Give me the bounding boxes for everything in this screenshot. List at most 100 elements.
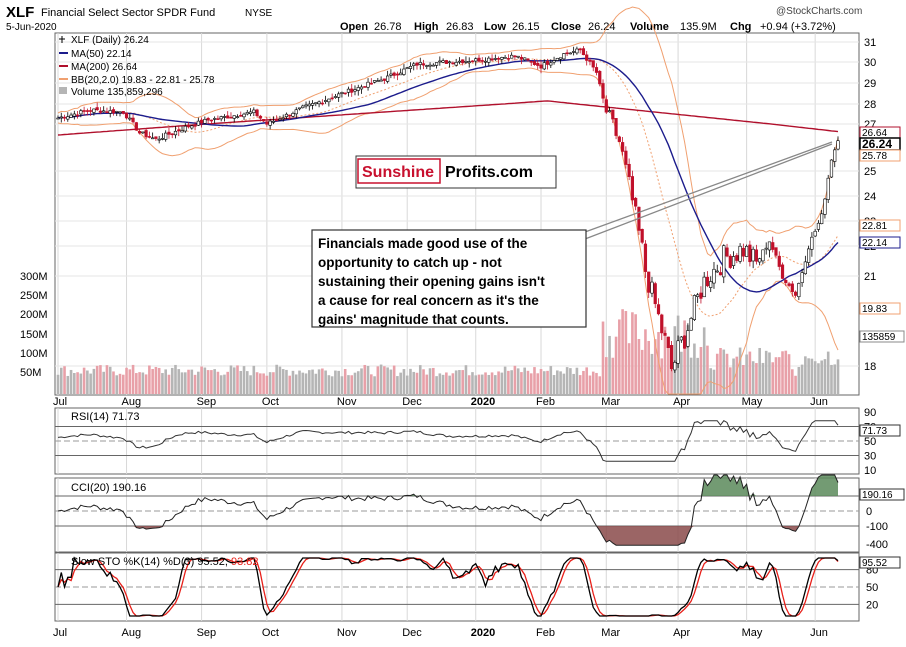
volume-value: 135.9M: [680, 21, 717, 33]
candle-body: [252, 109, 256, 114]
volume-bar: [800, 364, 804, 394]
volume-bar: [330, 376, 334, 394]
volume-bar: [128, 369, 132, 394]
volume-bar: [689, 357, 693, 394]
candle-body: [186, 124, 191, 128]
candle-body: [513, 55, 517, 58]
volume-bar: [650, 353, 654, 394]
volume-bar: [183, 372, 187, 394]
candle-body: [607, 110, 612, 113]
month-label-bottom: Nov: [337, 627, 357, 639]
month-label-top: Feb: [536, 396, 555, 408]
volume-bar: [797, 367, 801, 394]
candle-body: [340, 92, 344, 94]
candle-body: [199, 119, 204, 124]
candle-body: [134, 122, 138, 131]
volume-bar: [644, 329, 647, 394]
candle-body: [813, 230, 817, 237]
volume-bar: [112, 371, 115, 394]
sunshine-profits-logo: Sunshine Profits.com: [355, 155, 557, 189]
candle-body: [317, 101, 321, 105]
candle-body: [774, 247, 778, 256]
volume-bar: [174, 364, 177, 394]
volume-bar: [379, 364, 383, 394]
volume-tick-label: 100M: [20, 348, 48, 360]
x-axis-bottom: Jul Aug Sep Oct Nov Dec 2020 Feb Mar Apr May Jun: [53, 627, 828, 639]
candle-body: [480, 60, 484, 62]
volume-bar: [265, 375, 269, 394]
candle-body: [405, 67, 409, 69]
volume-bar: [794, 375, 797, 394]
volume-bar: [539, 369, 543, 394]
volume-bar: [438, 373, 442, 394]
volume-bar: [392, 365, 396, 394]
candle-body: [324, 100, 328, 102]
volume-bar: [138, 372, 141, 394]
volume-bar: [680, 351, 683, 394]
close-label: Close: [551, 21, 581, 33]
volume-bar: [350, 375, 354, 394]
candle-body: [265, 121, 269, 125]
candle-body: [412, 63, 416, 66]
volume-bar: [706, 345, 709, 394]
volume-bar: [203, 367, 207, 394]
volume-bar: [608, 335, 611, 394]
volume-bar: [777, 357, 781, 394]
volume-bar: [578, 375, 582, 394]
candle-body: [630, 176, 634, 201]
candle-body: [594, 67, 599, 73]
chg-value: +0.94 (+3.72%): [760, 21, 836, 33]
price-tick-label: 24: [864, 191, 876, 203]
sto-label: Slow STO %K(14) %D(3) 95.52, 93.82: [71, 556, 259, 568]
volume-bar: [360, 368, 363, 394]
volume-bar: [223, 374, 226, 394]
candle-body: [337, 93, 341, 98]
candle-body: [350, 88, 354, 93]
candle-body: [239, 115, 243, 117]
sto-k-line: [57, 556, 839, 617]
volume-bar: [334, 370, 337, 394]
volume-bar: [324, 370, 327, 394]
chart-date: 5-Jun-2020: [6, 22, 57, 33]
candle-body: [320, 102, 324, 105]
volume-bar: [722, 349, 726, 394]
candle-body: [180, 130, 184, 133]
candle-body: [575, 48, 579, 54]
volume-bar: [301, 372, 305, 394]
candle-body: [699, 292, 703, 299]
volume-bar: [161, 373, 164, 394]
cci-tick-label: 0: [866, 506, 872, 518]
volume-bar: [781, 351, 784, 394]
volume-bar: [686, 325, 690, 394]
quote-bar: Open 26.78 High 26.83 Low 26.15 Close 26…: [340, 21, 836, 33]
candle-body: [102, 110, 106, 113]
volume-bar: [383, 366, 386, 394]
volume-bar: [131, 364, 135, 394]
volume-tick-label: 200M: [20, 309, 48, 321]
candle-body: [425, 65, 429, 67]
rsi-tick-label: 30: [864, 451, 876, 463]
high-label: High: [414, 21, 439, 33]
volume-bar: [82, 367, 86, 394]
sto-badge: 95.52: [862, 558, 887, 569]
candle-body: [203, 119, 207, 124]
month-label-bottom: Dec: [402, 627, 422, 639]
volume-bar: [784, 350, 788, 394]
volume-bar: [771, 362, 775, 394]
candle-body: [235, 116, 240, 118]
candle-body: [833, 149, 837, 162]
candle-body: [72, 113, 76, 117]
candle-body: [741, 247, 745, 257]
candle-body: [408, 65, 413, 69]
volume-bar: [441, 374, 445, 394]
candle-body: [66, 116, 70, 120]
candle-body: [470, 60, 475, 63]
sto-tick-label: 20: [866, 599, 878, 611]
candle-body: [69, 114, 73, 118]
volume-bar: [542, 371, 546, 394]
candle-body: [777, 255, 781, 267]
cci-oversold-fill: [58, 511, 838, 546]
volume-bar: [549, 366, 553, 394]
candle-body: [748, 244, 752, 263]
volume-bars: [56, 309, 840, 394]
